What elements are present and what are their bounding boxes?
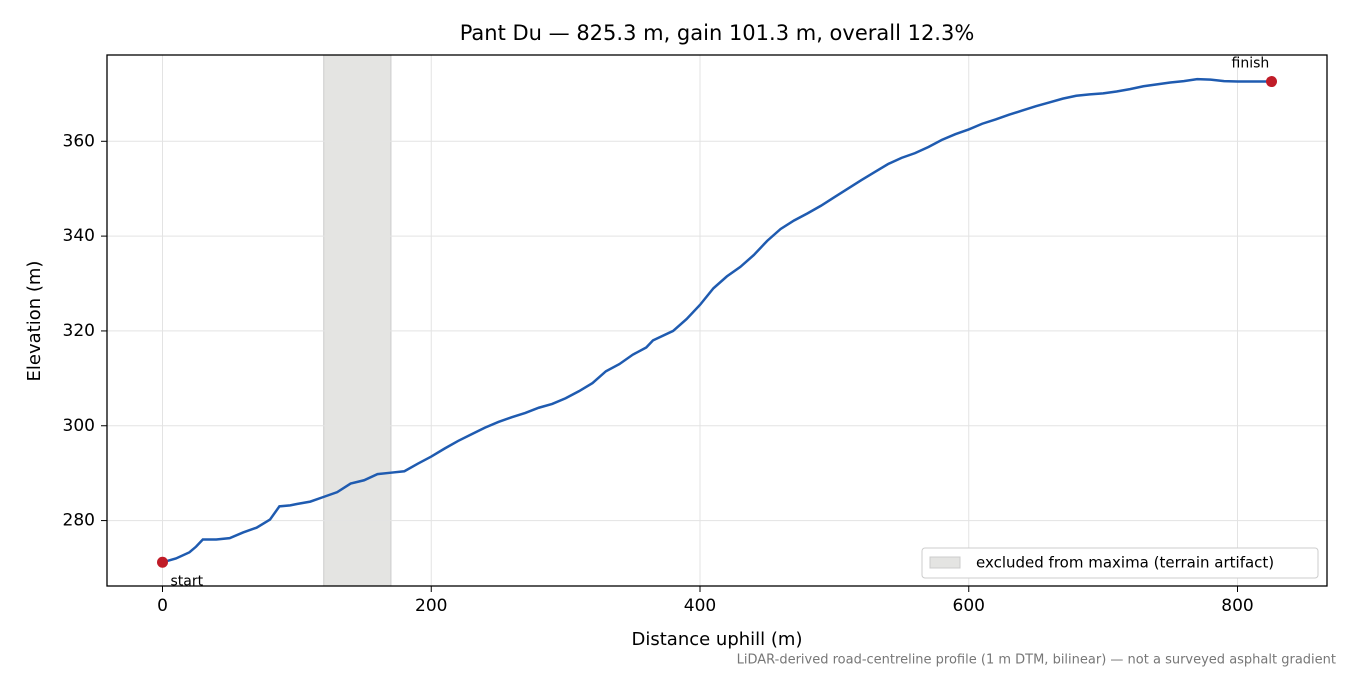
legend-label: excluded from maxima (terrain artifact) <box>976 554 1274 572</box>
chart-title: Pant Du — 825.3 m, gain 101.3 m, overall… <box>460 21 975 45</box>
x-tick-label: 800 <box>1221 596 1253 616</box>
y-tick-label: 340 <box>63 226 95 246</box>
y-axis-label: Elevation (m) <box>24 261 45 382</box>
x-tick-label: 0 <box>157 596 168 616</box>
x-tick-label: 600 <box>953 596 985 616</box>
legend: excluded from maxima (terrain artifact) <box>921 547 1319 579</box>
footnote: LiDAR-derived road-centreline profile (1… <box>737 653 1336 668</box>
y-tick-label: 360 <box>63 131 95 151</box>
endpoint-marker <box>1266 76 1278 88</box>
legend-box <box>921 547 1319 579</box>
endpoint-marker <box>156 556 168 568</box>
y-tick-label: 300 <box>63 416 95 436</box>
marker-label: finish <box>1232 56 1270 72</box>
x-axis-label: Distance uphill (m) <box>632 629 803 650</box>
shaded-span <box>323 54 392 587</box>
y-tick-label: 280 <box>63 511 95 531</box>
x-tick-label: 400 <box>684 596 716 616</box>
legend-swatch <box>929 556 961 569</box>
elevation-line <box>162 77 1272 564</box>
marker-label: start <box>170 573 203 589</box>
x-tick-label: 200 <box>415 596 447 616</box>
y-tick-label: 320 <box>63 321 95 341</box>
axes-frame <box>106 54 1328 587</box>
